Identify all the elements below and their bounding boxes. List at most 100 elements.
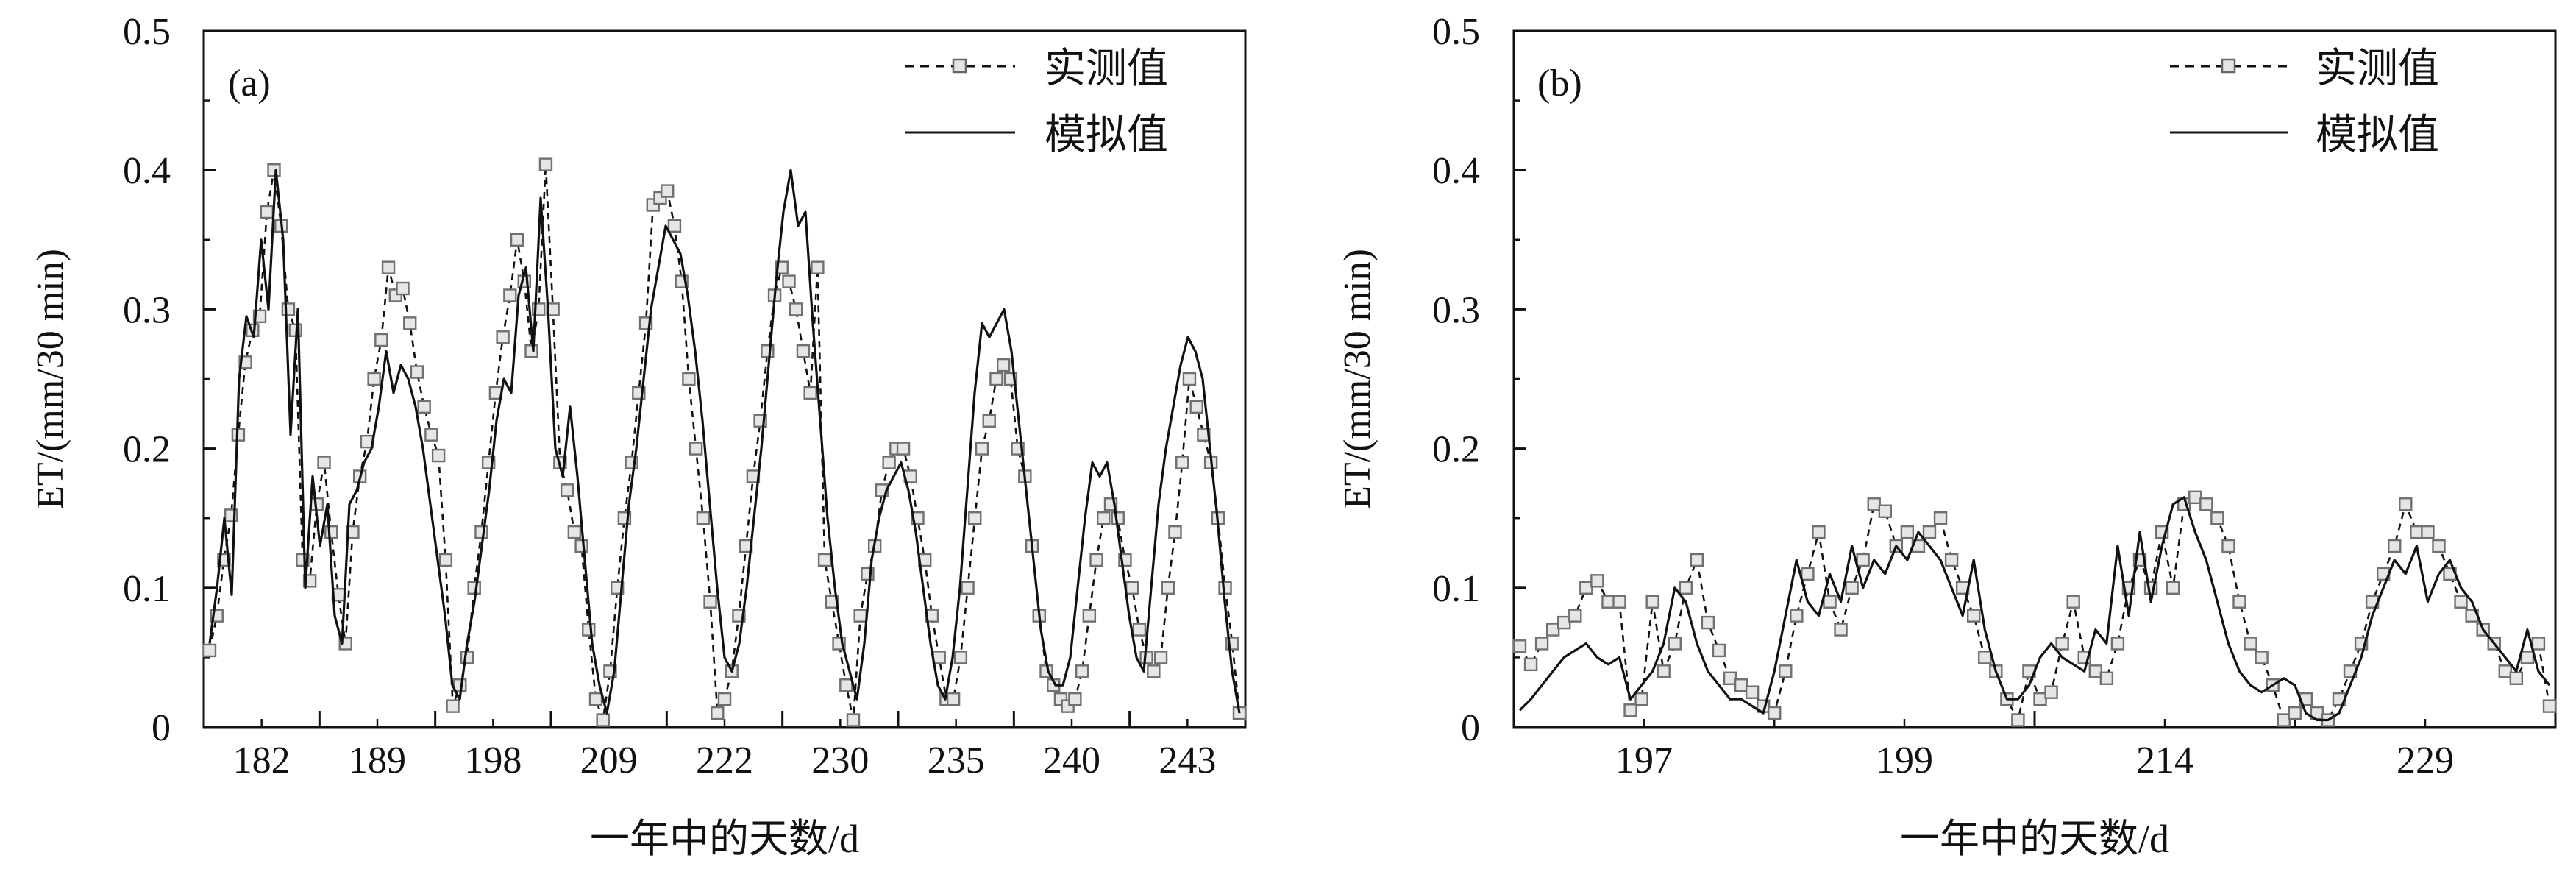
- observed-point: [567, 525, 582, 539]
- observed-point: [2044, 685, 2058, 699]
- observed-point: [682, 372, 696, 386]
- observed-point: [2388, 539, 2402, 553]
- observed-point: [510, 233, 524, 247]
- observed-point: [817, 553, 832, 567]
- observed-line: [1518, 496, 2551, 723]
- observed-point: [1623, 703, 1637, 717]
- observed-point: [460, 651, 474, 664]
- observed-point: [1779, 664, 1793, 678]
- observed-point: [1723, 671, 1737, 685]
- observed-point: [1745, 685, 1760, 699]
- observed-point: [789, 302, 803, 316]
- observed-point: [2232, 595, 2246, 609]
- observed-point: [982, 414, 996, 428]
- legend-observed-marker-b: [2221, 58, 2236, 74]
- observed-point: [1082, 609, 1097, 623]
- legend-simulated-label-a: 模拟值: [1045, 113, 1168, 158]
- observed-point: [2188, 490, 2202, 505]
- observed-point: [1768, 706, 1782, 720]
- observed-point: [596, 713, 610, 727]
- y-tick-label: 0.3: [1432, 289, 1480, 331]
- y-tick-label: 0.1: [123, 568, 171, 610]
- x-tick-label: 199: [1876, 740, 1933, 781]
- observed-point: [524, 344, 538, 358]
- observed-point: [2410, 525, 2424, 539]
- observed-point: [1657, 664, 1671, 678]
- observed-point: [2432, 539, 2446, 553]
- observed-point: [588, 692, 603, 706]
- observed-series-b: [1512, 490, 2557, 727]
- observed-point: [2033, 692, 2047, 706]
- observed-point: [1978, 651, 1992, 664]
- x-tick-label: 209: [580, 740, 638, 781]
- observed-point: [374, 333, 388, 347]
- x-tick-label: 198: [464, 740, 522, 781]
- observed-point: [1933, 511, 1948, 525]
- y-tick-label: 0.2: [123, 429, 171, 471]
- x-tick-label: 214: [2136, 740, 2193, 781]
- observed-point: [1856, 553, 1870, 567]
- y-axis-a: 0 0.1 0.2 0.3 0.4 0.5: [123, 11, 216, 749]
- observed-point: [667, 219, 682, 233]
- x-axis-title-a: 一年中的天数/d: [590, 817, 859, 861]
- observed-point: [1612, 595, 1626, 609]
- x-tick-label: 230: [811, 740, 869, 781]
- x-tick-label: 243: [1159, 740, 1216, 781]
- observed-point: [2288, 706, 2302, 720]
- observed-point: [1557, 615, 1571, 630]
- observed-point: [2210, 511, 2224, 525]
- observed-point: [803, 386, 817, 400]
- observed-point: [1568, 609, 1582, 623]
- observed-point: [503, 288, 517, 302]
- observed-point: [410, 365, 424, 379]
- y-tick-label: 0.1: [1432, 568, 1480, 610]
- observed-point: [1634, 692, 1648, 706]
- y-axis-title-a: ET/(mm/30 min): [29, 249, 71, 509]
- observed-point: [2011, 713, 2025, 727]
- observed-point: [996, 358, 1011, 372]
- observed-point: [1878, 504, 1892, 518]
- simulated-series-b: [1518, 496, 2551, 722]
- observed-point: [2244, 637, 2257, 651]
- simulated-line: [208, 169, 1241, 715]
- observed-point: [846, 713, 861, 727]
- observed-point: [1132, 623, 1147, 637]
- y-tick-label: 0.4: [1432, 150, 1480, 192]
- observed-point: [796, 344, 811, 358]
- observed-point: [2509, 671, 2524, 685]
- observed-point: [2399, 497, 2413, 511]
- x-tick-label: 240: [1043, 740, 1100, 781]
- x-tick-label: 229: [2397, 740, 2454, 781]
- legend-b: 实测值 模拟值: [2170, 46, 2439, 158]
- observed-point: [1545, 623, 1560, 637]
- observed-point: [574, 539, 588, 553]
- observed-point: [1967, 609, 1981, 623]
- observed-point: [424, 428, 438, 442]
- observed-point: [1097, 511, 1111, 525]
- observed-point: [582, 623, 596, 637]
- observed-point: [474, 525, 488, 539]
- observed-point: [2255, 651, 2269, 664]
- observed-point: [1801, 567, 1815, 581]
- observed-point: [1823, 595, 1837, 609]
- observed-point: [2498, 664, 2512, 678]
- observed-point: [260, 205, 274, 219]
- observed-point: [1175, 456, 1189, 469]
- x-axis-title-b: 一年中的天数/d: [1900, 817, 2169, 861]
- y-axis-b: 0 0.1 0.2 0.3 0.4 0.5: [1432, 11, 1526, 749]
- observed-point: [202, 643, 217, 658]
- observed-point: [661, 184, 675, 198]
- observed-point: [2277, 713, 2291, 727]
- legend-simulated-label-b: 模拟值: [2316, 113, 2439, 158]
- observed-point: [2166, 581, 2180, 595]
- observed-point: [1218, 581, 1232, 595]
- y-tick-label: 0: [152, 707, 171, 749]
- observed-series-a: [202, 157, 1247, 727]
- y-tick-label: 0.2: [1432, 429, 1480, 471]
- observed-point: [1944, 553, 1959, 567]
- observed-point: [438, 553, 453, 567]
- legend-observed-marker-a: [952, 58, 967, 74]
- observed-point: [1534, 637, 1549, 651]
- observed-point: [1645, 595, 1659, 609]
- observed-point: [496, 330, 510, 344]
